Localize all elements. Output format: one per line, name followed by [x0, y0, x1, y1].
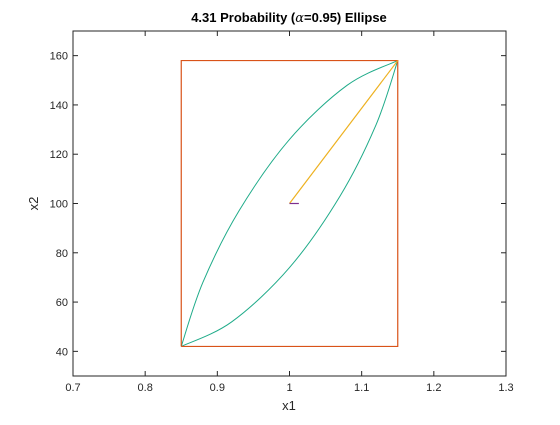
x-tick-label: 0.7: [65, 382, 80, 394]
chart-title-rest: =0.95) Ellipse: [304, 10, 387, 25]
y-tick-label: 120: [50, 149, 68, 161]
y-tick-label: 140: [50, 100, 68, 112]
x-tick-label: 1: [286, 382, 292, 394]
ellipse-lower-curve: [181, 60, 399, 347]
y-tick-label: 80: [56, 248, 68, 260]
x-tick-label: 1.1: [354, 382, 369, 394]
y-axis-label: x2: [26, 197, 41, 211]
y-tick-label: 40: [56, 346, 68, 358]
x-tick-label: 0.8: [138, 382, 153, 394]
x-tick-label: 1.3: [498, 382, 513, 394]
y-axis-ticks: 40 60 80 100 120 140 160: [50, 51, 506, 358]
y-tick-label: 160: [50, 51, 68, 63]
chart-title: 4.31 Probability (α=0.95) Ellipse: [191, 10, 387, 26]
chart-title-alpha: α: [295, 11, 304, 26]
plot-marks: [180, 59, 399, 348]
x-tick-label: 1.2: [426, 382, 441, 394]
x-axis-label: x1: [282, 398, 296, 413]
chart-title-main: 4.31 Probability (: [191, 10, 296, 25]
x-axis-ticks: 0.7 0.8 0.9 1 1.1 1.2 1.3: [65, 31, 514, 394]
ellipse-upper-curve: [180, 60, 398, 347]
y-tick-label: 60: [56, 297, 68, 309]
x-tick-label: 0.9: [210, 382, 225, 394]
y-tick-label: 100: [50, 199, 68, 211]
major-axis-line: [289, 60, 399, 204]
